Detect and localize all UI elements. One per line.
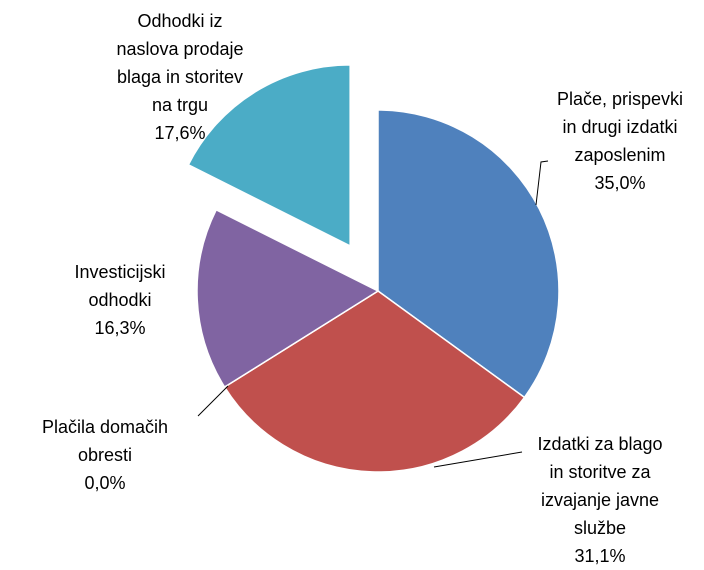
slice-label: Izdatki za blago — [537, 434, 662, 454]
leader-line — [433, 451, 523, 468]
pie-slice — [223, 290, 526, 473]
slice-label: na trgu — [152, 95, 208, 115]
value-label: 16,3% — [94, 318, 145, 338]
value-label: 17,6% — [154, 123, 205, 143]
slice-label: Investicijski — [74, 262, 165, 282]
pie-slice — [196, 208, 380, 389]
value-label: 0,0% — [84, 473, 125, 493]
slice-label: Plačila domačih — [42, 417, 168, 437]
value-label: 31,1% — [574, 546, 625, 565]
slice-label: izvajanje javne — [541, 490, 659, 510]
slice-label: službe — [574, 518, 626, 538]
leader-line — [535, 160, 549, 206]
slice-label: blaga in storitev — [117, 67, 243, 87]
leader-line — [197, 385, 229, 417]
slice-label: Plače, prispevki — [557, 89, 683, 109]
slice-label: Odhodki iz — [137, 11, 222, 31]
slice-label: odhodki — [88, 290, 151, 310]
slice-label: naslova prodaje — [116, 39, 243, 59]
slice-label: in drugi izdatki — [562, 117, 677, 137]
slice-label: in storitve za — [549, 462, 651, 482]
value-label: 35,0% — [594, 173, 645, 193]
pie-slice — [377, 109, 560, 399]
slice-label: zaposlenim — [574, 145, 665, 165]
slice-label: obresti — [78, 445, 132, 465]
pie-slice — [187, 64, 351, 248]
